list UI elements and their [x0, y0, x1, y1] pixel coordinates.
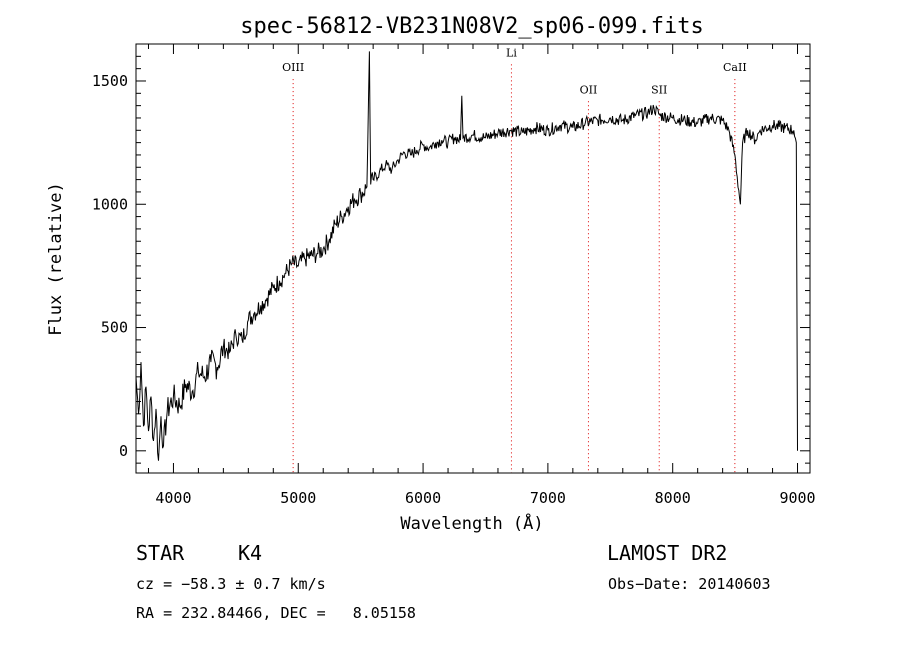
- chart-title: spec-56812-VB231N08V2_sp06-099.fits: [240, 14, 704, 39]
- y-tick-label: 0: [119, 442, 128, 460]
- plot-frame: [135, 43, 811, 474]
- y-axis-label: Flux (relative): [46, 182, 66, 336]
- marker-label-1: Li: [506, 46, 517, 59]
- marker-label-3: SII: [651, 83, 667, 96]
- x-axis-label: Wavelength (Å): [400, 512, 543, 534]
- x-tick-label: 8000: [655, 489, 691, 507]
- spectrum-line: [135, 51, 798, 461]
- x-axis-ticks: 4000 5000 6000 7000 8000 9000: [147, 44, 816, 507]
- y-axis-ticks: 0 500 1000 1500: [92, 43, 810, 464]
- y-tick-label: 1500: [92, 72, 128, 90]
- marker-label-2: OII: [580, 83, 598, 96]
- x-tick-label: 5000: [280, 489, 316, 507]
- marker-label-4: CaII: [723, 61, 747, 74]
- redshift-readout: cz = −58.3 ± 0.7 km/s: [136, 575, 326, 593]
- y-tick-label: 500: [101, 319, 128, 337]
- coordinates: RA = 232.84466, DEC = 8.05158: [136, 604, 416, 622]
- marker-label-0: OIII: [282, 61, 304, 74]
- x-tick-label: 6000: [405, 489, 441, 507]
- object-class: STAR: [136, 541, 185, 565]
- x-tick-label: 9000: [779, 489, 815, 507]
- x-tick-label: 4000: [155, 489, 191, 507]
- line-markers: OIII Li OII SII CaII: [282, 46, 747, 473]
- x-tick-label: 7000: [530, 489, 566, 507]
- survey-name: LAMOST DR2: [607, 541, 728, 565]
- y-tick-label: 1000: [92, 195, 128, 213]
- object-subclass: K4: [238, 541, 263, 565]
- obs-date: Obs−Date: 20140603: [608, 575, 771, 593]
